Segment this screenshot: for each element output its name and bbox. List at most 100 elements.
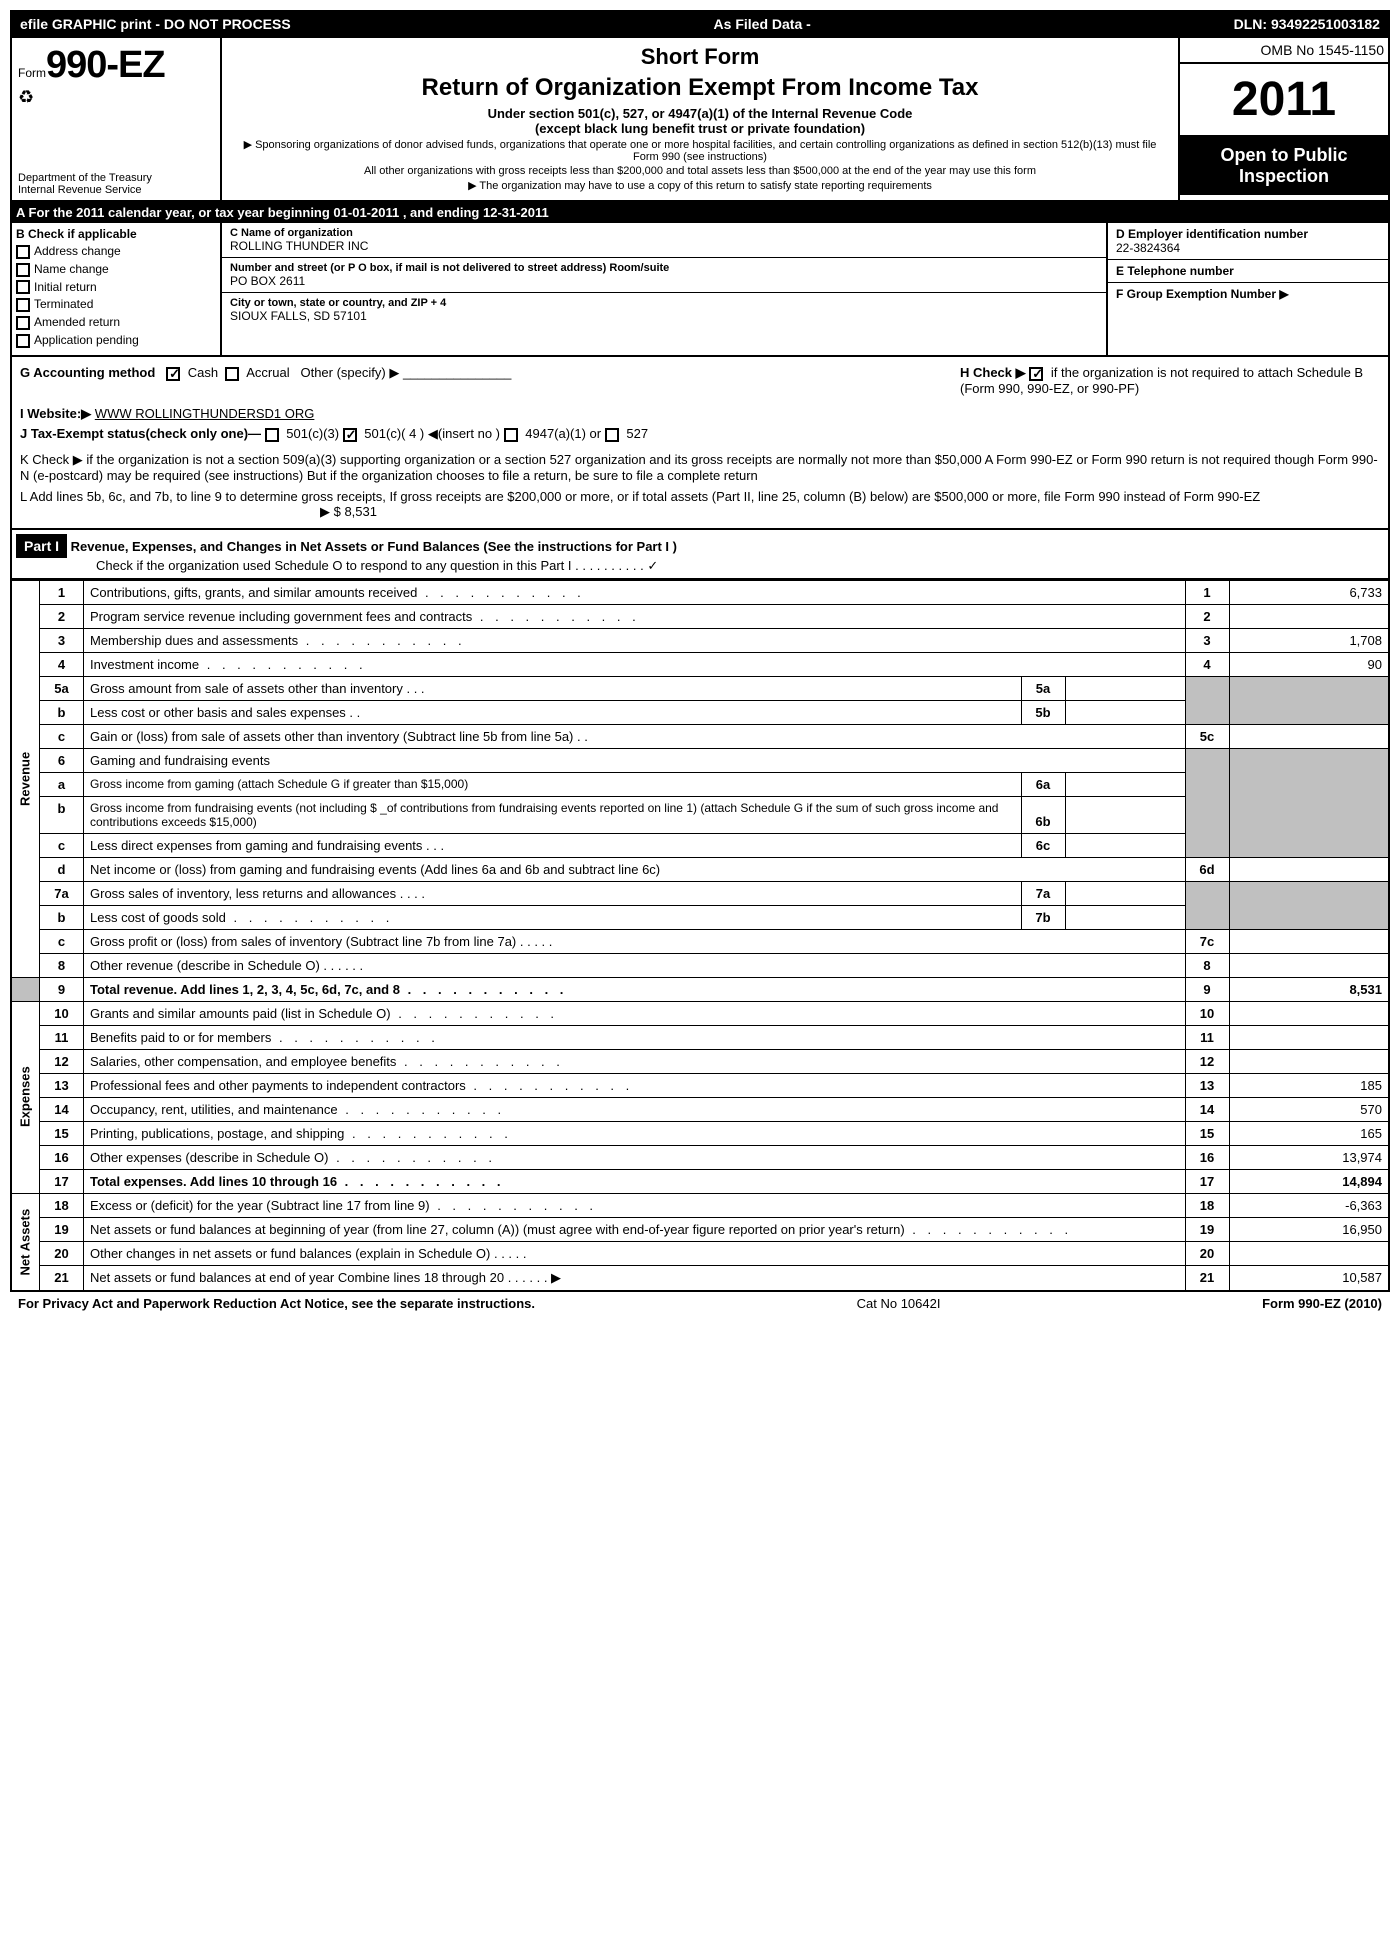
line-19-value: 16,950 bbox=[1229, 1217, 1389, 1241]
line-6a: a Gross income from gaming (attach Sched… bbox=[11, 772, 1389, 796]
revenue-side-label: Revenue bbox=[11, 580, 40, 977]
line-1: Revenue 1 Contributions, gifts, grants, … bbox=[11, 580, 1389, 604]
line-7a: 7a Gross sales of inventory, less return… bbox=[11, 881, 1389, 905]
line-8: 8 Other revenue (describe in Schedule O)… bbox=[11, 953, 1389, 977]
checkbox-name: Name change bbox=[16, 262, 216, 277]
checkbox-icon[interactable] bbox=[16, 263, 30, 277]
line-17-value: 14,894 bbox=[1229, 1169, 1389, 1193]
accrual-checkbox[interactable] bbox=[225, 367, 239, 381]
footer-center: Cat No 10642I bbox=[857, 1296, 941, 1311]
org-name-row: C Name of organization ROLLING THUNDER I… bbox=[222, 223, 1106, 258]
checkbox-address: Address change bbox=[16, 244, 216, 259]
netassets-side-label: Net Assets bbox=[11, 1193, 40, 1291]
checkbox-icon[interactable] bbox=[16, 316, 30, 330]
part1-table: Revenue 1 Contributions, gifts, grants, … bbox=[10, 580, 1390, 1292]
line-7b: b Less cost of goods sold 7b bbox=[11, 905, 1389, 929]
open-inspection: Open to Public Inspection bbox=[1180, 137, 1388, 195]
checkbox-icon[interactable] bbox=[16, 245, 30, 259]
line-9-value: 8,531 bbox=[1229, 977, 1389, 1001]
line-19: 19 Net assets or fund balances at beginn… bbox=[11, 1217, 1389, 1241]
checkbox-icon[interactable] bbox=[16, 298, 30, 312]
line-14-value: 570 bbox=[1229, 1097, 1389, 1121]
checkbox-initial: Initial return bbox=[16, 280, 216, 295]
under-section: Under section 501(c), 527, or 4947(a)(1)… bbox=[232, 106, 1168, 121]
line-17: 17 Total expenses. Add lines 10 through … bbox=[11, 1169, 1389, 1193]
ein-row: D Employer identification number 22-3824… bbox=[1108, 223, 1388, 260]
state-req-line: ▶ The organization may have to use a cop… bbox=[232, 179, 1168, 192]
line-15: 15 Printing, publications, postage, and … bbox=[11, 1121, 1389, 1145]
checkbox-icon[interactable] bbox=[16, 334, 30, 348]
j-501c-checkbox[interactable] bbox=[343, 428, 357, 442]
cash-checkbox[interactable] bbox=[166, 367, 180, 381]
city-state-zip: SIOUX FALLS, SD 57101 bbox=[230, 309, 1098, 323]
column-c: C Name of organization ROLLING THUNDER I… bbox=[222, 223, 1108, 355]
line-14: 14 Occupancy, rent, utilities, and maint… bbox=[11, 1097, 1389, 1121]
line-12: 12 Salaries, other compensation, and emp… bbox=[11, 1049, 1389, 1073]
footer-right: Form 990-EZ (2010) bbox=[1262, 1296, 1382, 1311]
col-b-title: B Check if applicable bbox=[16, 227, 216, 241]
line-6: 6 Gaming and fundraising events bbox=[11, 748, 1389, 772]
line-11: 11 Benefits paid to or for members 11 bbox=[11, 1025, 1389, 1049]
section-a-bar: A For the 2011 calendar year, or tax yea… bbox=[10, 202, 1390, 223]
return-title: Return of Organization Exempt From Incom… bbox=[232, 74, 1168, 102]
checkbox-amended: Amended return bbox=[16, 315, 216, 330]
line-15-value: 165 bbox=[1229, 1121, 1389, 1145]
section-g-block: G Accounting method Cash Accrual Other (… bbox=[10, 357, 1390, 530]
j-527-checkbox[interactable] bbox=[605, 428, 619, 442]
form-prefix: Form bbox=[18, 66, 46, 80]
checkbox-pending: Application pending bbox=[16, 333, 216, 348]
line-5c: c Gain or (loss) from sale of assets oth… bbox=[11, 724, 1389, 748]
line-4: 4 Investment income 4 90 bbox=[11, 652, 1389, 676]
phone-row: E Telephone number bbox=[1108, 260, 1388, 283]
line-l: L Add lines 5b, 6c, and 7b, to line 9 to… bbox=[20, 489, 1380, 520]
tax-year: 2011 bbox=[1180, 64, 1388, 137]
top-bar: efile GRAPHIC print - DO NOT PROCESS As … bbox=[10, 10, 1390, 38]
part1-label: Part I bbox=[16, 534, 67, 558]
street-address: PO BOX 2611 bbox=[230, 274, 1098, 288]
line-21: 21 Net assets or fund balances at end of… bbox=[11, 1265, 1389, 1291]
j-4947-checkbox[interactable] bbox=[504, 428, 518, 442]
sponsor-line: ▶ Sponsoring organizations of donor advi… bbox=[232, 138, 1168, 163]
line-16-value: 13,974 bbox=[1229, 1145, 1389, 1169]
header-right: OMB No 1545-1150 2011 Open to Public Ins… bbox=[1178, 38, 1388, 200]
footer-left: For Privacy Act and Paperwork Reduction … bbox=[18, 1296, 535, 1311]
checkbox-terminated: Terminated bbox=[16, 297, 216, 312]
line-3: 3 Membership dues and assessments 3 1,70… bbox=[11, 628, 1389, 652]
recycle-icon: ♻ bbox=[18, 87, 214, 108]
line-18-value: -6,363 bbox=[1229, 1193, 1389, 1217]
line-16: 16 Other expenses (describe in Schedule … bbox=[11, 1145, 1389, 1169]
ein-value: 22-3824364 bbox=[1116, 241, 1380, 255]
part1-header-row: Part I Revenue, Expenses, and Changes in… bbox=[10, 530, 1390, 580]
website-value: WWW ROLLINGTHUNDERSD1 ORG bbox=[95, 406, 315, 421]
line-20: 20 Other changes in net assets or fund b… bbox=[11, 1241, 1389, 1265]
line-7c: c Gross profit or (loss) from sales of i… bbox=[11, 929, 1389, 953]
expenses-side-label: Expenses bbox=[11, 1001, 40, 1193]
h-checkbox[interactable] bbox=[1029, 367, 1043, 381]
line-4-value: 90 bbox=[1229, 652, 1389, 676]
line-6b: b Gross income from fundraising events (… bbox=[11, 796, 1389, 833]
checkbox-icon[interactable] bbox=[16, 280, 30, 294]
line-3-value: 1,708 bbox=[1229, 628, 1389, 652]
j-501c3-checkbox[interactable] bbox=[265, 428, 279, 442]
short-form-title: Short Form bbox=[232, 44, 1168, 70]
topbar-center: As Filed Data - bbox=[714, 16, 811, 32]
except-text: (except black lung benefit trust or priv… bbox=[232, 121, 1168, 136]
form-number: 990-EZ bbox=[46, 44, 165, 86]
line-21-value: 10,587 bbox=[1229, 1265, 1389, 1291]
footer-row: For Privacy Act and Paperwork Reduction … bbox=[10, 1292, 1390, 1315]
column-b: B Check if applicable Address change Nam… bbox=[12, 223, 222, 355]
line-13: 13 Professional fees and other payments … bbox=[11, 1073, 1389, 1097]
line-h: H Check ▶ if the organization is not req… bbox=[960, 365, 1380, 396]
line-6c: c Less direct expenses from gaming and f… bbox=[11, 833, 1389, 857]
street-row: Number and street (or P O box, if mail i… bbox=[222, 258, 1106, 293]
part1-title: Revenue, Expenses, and Changes in Net As… bbox=[71, 539, 677, 554]
column-d: D Employer identification number 22-3824… bbox=[1108, 223, 1388, 355]
header-section: Form990-EZ ♻ Department of the Treasury … bbox=[10, 38, 1390, 202]
line-1-value: 6,733 bbox=[1229, 580, 1389, 604]
topbar-left: efile GRAPHIC print - DO NOT PROCESS bbox=[20, 16, 291, 32]
header-center: Short Form Return of Organization Exempt… bbox=[222, 38, 1178, 200]
group-row: F Group Exemption Number ▶ bbox=[1108, 283, 1388, 305]
line-5b: b Less cost or other basis and sales exp… bbox=[11, 700, 1389, 724]
line-6d: d Net income or (loss) from gaming and f… bbox=[11, 857, 1389, 881]
line-9: 9 Total revenue. Add lines 1, 2, 3, 4, 5… bbox=[11, 977, 1389, 1001]
